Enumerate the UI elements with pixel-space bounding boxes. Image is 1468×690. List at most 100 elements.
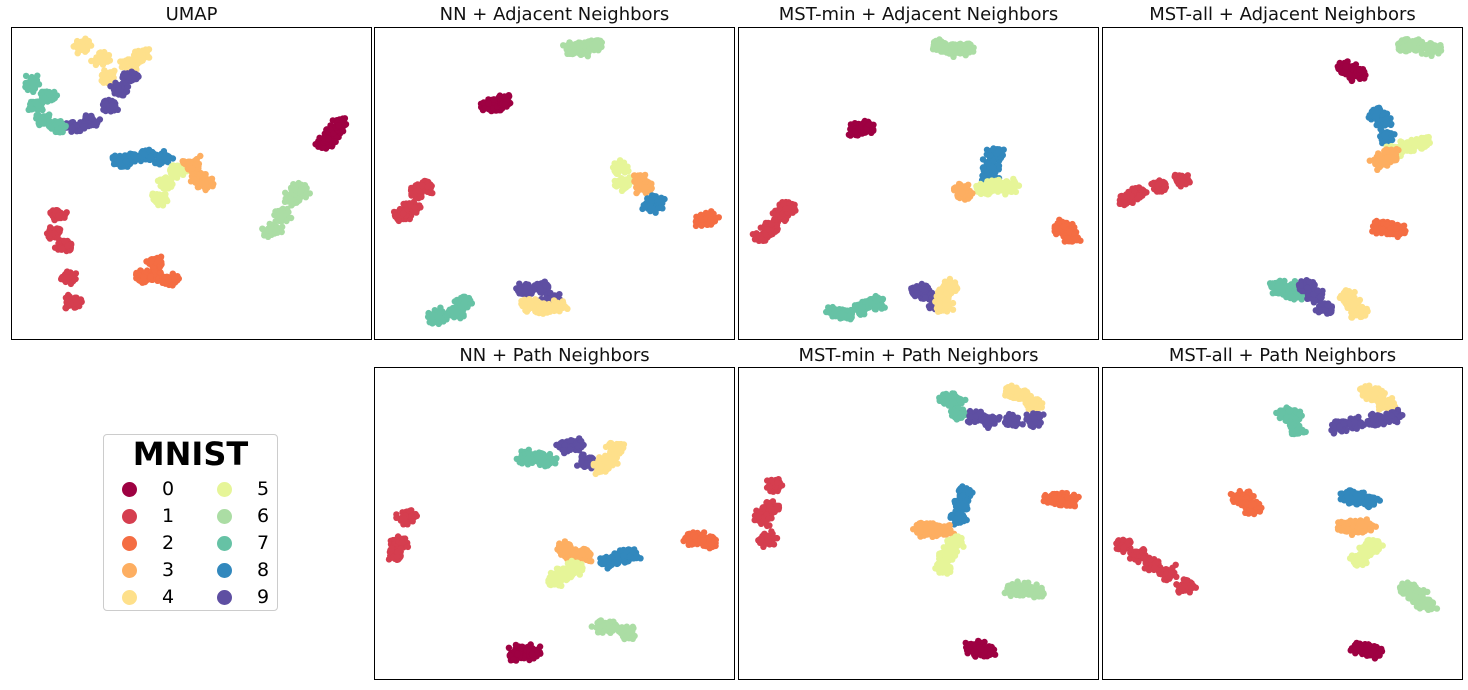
cluster-1	[390, 177, 436, 225]
cluster-5	[149, 162, 191, 209]
scatter-plot	[738, 27, 1099, 340]
cluster-1	[43, 207, 85, 312]
data-point	[80, 123, 88, 130]
data-point	[1002, 179, 1009, 186]
data-point	[105, 52, 113, 59]
data-point	[278, 213, 286, 220]
data-point	[962, 46, 969, 53]
data-point	[1005, 188, 1012, 195]
data-point	[64, 298, 71, 305]
data-point	[197, 152, 204, 160]
data-point	[419, 182, 426, 189]
data-point	[274, 229, 281, 236]
data-point	[96, 50, 103, 57]
data-point	[485, 100, 492, 107]
data-point	[142, 46, 149, 53]
data-point	[773, 222, 781, 229]
data-point	[55, 212, 63, 219]
data-point	[117, 58, 124, 65]
cluster-6	[259, 179, 313, 240]
data-point	[99, 71, 107, 78]
data-point	[266, 227, 273, 234]
data-point	[935, 40, 942, 47]
panel-nn-adjacent: NN + Adjacent Neighbors	[374, 0, 735, 341]
data-point	[33, 112, 41, 119]
data-point	[137, 157, 145, 165]
data-point	[161, 153, 168, 161]
data-point	[54, 118, 62, 126]
data-point	[543, 308, 550, 315]
data-point	[407, 200, 414, 208]
cluster-8	[639, 192, 668, 216]
data-point	[568, 41, 575, 48]
data-point	[102, 76, 110, 84]
data-point	[273, 212, 280, 219]
scatter-plot	[374, 27, 735, 340]
data-point	[543, 302, 550, 309]
data-point	[437, 310, 444, 317]
data-point	[611, 167, 618, 174]
data-point	[957, 41, 964, 49]
data-point	[519, 302, 526, 310]
data-point	[993, 150, 1000, 157]
data-point	[141, 151, 148, 158]
data-point	[165, 277, 172, 284]
data-point	[769, 210, 776, 217]
data-point	[161, 181, 168, 188]
data-point	[54, 234, 61, 242]
data-point	[710, 210, 717, 217]
data-point	[618, 175, 625, 182]
data-point	[641, 184, 648, 191]
data-point	[56, 228, 63, 235]
data-point	[757, 232, 764, 240]
data-point	[94, 57, 102, 65]
cluster-6	[560, 37, 605, 60]
data-point	[72, 297, 80, 304]
data-point	[99, 61, 107, 68]
data-point	[620, 159, 628, 166]
data-point	[542, 282, 549, 289]
data-point	[107, 70, 114, 77]
data-point	[707, 216, 714, 224]
data-point	[140, 273, 147, 281]
data-point	[63, 274, 70, 281]
data-point	[451, 298, 458, 305]
data-point	[157, 195, 165, 202]
data-point	[391, 212, 399, 219]
data-point	[480, 99, 487, 106]
data-point	[411, 204, 418, 211]
data-point	[85, 38, 92, 45]
panel-umap: UMAP	[11, 0, 372, 341]
data-point	[156, 156, 163, 163]
data-point	[63, 268, 71, 276]
data-point	[534, 298, 541, 305]
data-point	[202, 181, 209, 188]
data-point	[597, 42, 604, 49]
data-point	[129, 59, 136, 67]
data-point	[576, 43, 583, 50]
data-point	[1066, 228, 1073, 235]
data-point	[145, 146, 153, 153]
data-point	[634, 188, 641, 195]
data-point	[123, 158, 130, 165]
data-point	[174, 273, 181, 280]
data-point	[522, 287, 529, 295]
data-point	[332, 138, 339, 145]
data-point	[109, 102, 116, 109]
data-point	[39, 106, 46, 114]
data-point	[985, 160, 992, 167]
data-point	[562, 304, 569, 311]
data-point	[566, 50, 574, 57]
data-point	[624, 180, 631, 188]
data-point	[516, 286, 523, 294]
data-point	[1072, 235, 1079, 242]
data-point	[147, 258, 155, 265]
data-point	[27, 101, 34, 108]
panel-mst-min-adjacent: MST-min + Adjacent Neighbors	[738, 0, 1099, 341]
data-point	[88, 114, 95, 122]
scatter-plot	[11, 27, 372, 340]
data-point	[1053, 230, 1060, 238]
data-point	[782, 205, 789, 212]
panel-title: NN + Adjacent Neighbors	[439, 4, 670, 25]
data-point	[179, 158, 186, 165]
